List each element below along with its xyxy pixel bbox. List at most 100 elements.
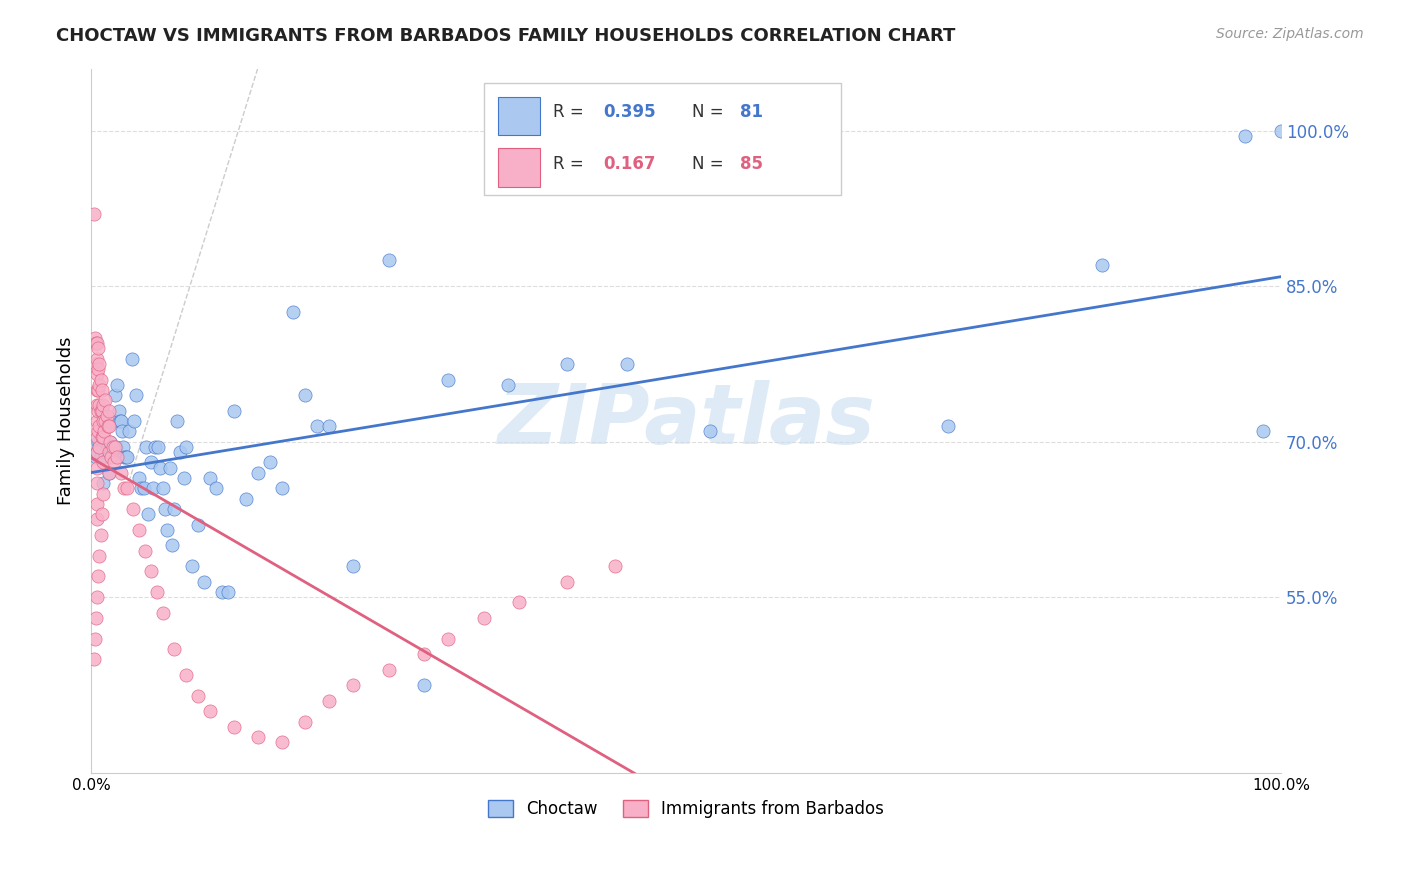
Text: Source: ZipAtlas.com: Source: ZipAtlas.com (1216, 27, 1364, 41)
Point (89, 419, 111, 434)
Point (96, 419, 118, 434)
Point (437, 632, 460, 646)
Point (1234, 128, 1257, 143)
FancyBboxPatch shape (484, 83, 841, 195)
Point (211, 585, 233, 599)
Point (98, 445, 121, 459)
Point (90, 383, 112, 397)
Point (87, 383, 110, 397)
Point (98, 466, 121, 480)
Point (222, 720, 245, 734)
Point (103, 455, 125, 469)
Point (91, 429, 114, 443)
Point (198, 471, 221, 485)
Point (114, 450, 136, 465)
Point (86, 460, 108, 475)
Point (86, 368, 108, 382)
Text: 0.167: 0.167 (603, 154, 655, 173)
Point (91, 414, 114, 428)
Point (246, 730, 269, 744)
Text: 81: 81 (740, 103, 762, 121)
Point (86, 591, 108, 605)
Point (128, 471, 150, 485)
Point (105, 377, 128, 392)
Point (122, 414, 145, 428)
Point (108, 414, 131, 428)
Point (91, 399, 114, 413)
Point (1091, 259, 1114, 273)
Point (145, 585, 167, 599)
Point (96, 409, 118, 423)
Point (84, 336, 107, 351)
Point (699, 425, 721, 439)
Point (98, 403, 121, 417)
Point (270, 481, 292, 495)
Point (153, 502, 176, 516)
Point (86, 336, 108, 351)
Point (111, 425, 134, 439)
Text: CHOCTAW VS IMMIGRANTS FROM BARBADOS FAMILY HOUSEHOLDS CORRELATION CHART: CHOCTAW VS IMMIGRANTS FROM BARBADOS FAMI… (56, 27, 956, 45)
Point (110, 414, 132, 428)
Point (270, 735, 292, 749)
Point (94, 414, 117, 428)
Point (169, 445, 191, 459)
Point (107, 403, 129, 417)
Point (84, 450, 107, 465)
Point (98, 466, 121, 480)
Point (89, 357, 111, 371)
Point (89, 399, 111, 413)
FancyBboxPatch shape (498, 148, 540, 187)
Point (555, 574, 578, 589)
Point (377, 663, 399, 677)
Point (97, 419, 120, 434)
Text: R =: R = (553, 103, 589, 121)
Point (318, 694, 340, 708)
Point (176, 668, 198, 682)
Point (87, 569, 110, 583)
Point (118, 425, 141, 439)
Point (86, 351, 108, 366)
Point (90, 425, 112, 439)
Point (97, 440, 120, 454)
Point (90, 508, 112, 522)
Point (93, 450, 115, 465)
Point (90, 403, 112, 417)
Point (496, 377, 519, 392)
Point (176, 440, 198, 454)
Point (83, 331, 105, 345)
Point (121, 502, 143, 516)
Point (91, 455, 114, 469)
Point (90, 372, 112, 386)
Point (103, 440, 125, 454)
Point (555, 357, 578, 371)
Point (413, 678, 436, 692)
Point (173, 471, 195, 485)
Point (217, 585, 239, 599)
Point (125, 388, 148, 402)
Point (83, 207, 105, 221)
Point (86, 399, 108, 413)
Point (101, 440, 124, 454)
Point (114, 481, 136, 495)
Point (114, 450, 136, 465)
Point (413, 647, 436, 661)
Point (318, 419, 340, 434)
Point (90, 528, 112, 542)
Point (110, 466, 132, 480)
Point (136, 508, 159, 522)
Point (283, 305, 305, 319)
Point (142, 481, 165, 495)
Point (128, 523, 150, 537)
Point (936, 419, 959, 434)
Point (146, 440, 169, 454)
Y-axis label: Family Households: Family Households (58, 336, 75, 505)
Point (90, 429, 112, 443)
Point (87, 425, 110, 439)
Point (472, 611, 495, 625)
Point (89, 440, 111, 454)
Point (98, 419, 121, 434)
Point (91, 486, 114, 500)
Point (87, 342, 110, 356)
Point (112, 440, 135, 454)
Point (86, 414, 108, 428)
